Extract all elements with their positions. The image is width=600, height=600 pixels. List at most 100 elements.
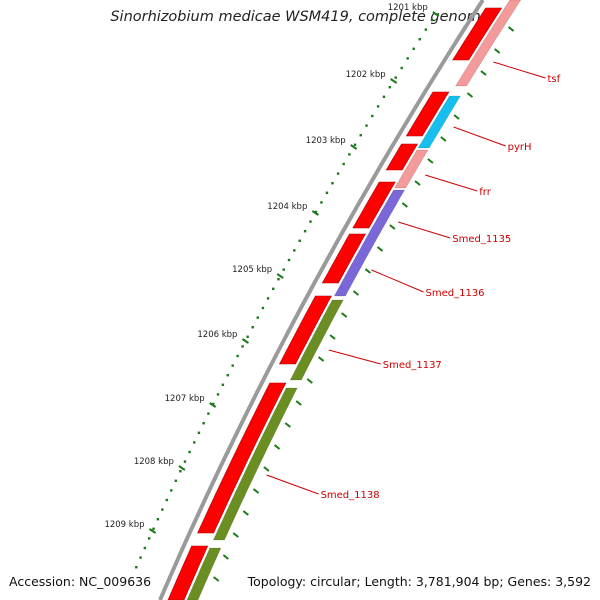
scale-label: 1206 kbp — [197, 330, 237, 340]
inner-tick — [222, 554, 230, 560]
inner-tick — [273, 444, 281, 450]
cds-arrow — [197, 382, 287, 534]
scale-dot — [152, 527, 155, 530]
scale-dot — [221, 383, 225, 386]
scale-dot — [336, 172, 340, 175]
inner-tick — [480, 70, 487, 76]
inner-tick — [352, 290, 360, 296]
scale-dot — [256, 316, 259, 319]
major-tick — [390, 78, 398, 84]
scale-dot — [170, 489, 173, 492]
inner-tick — [213, 576, 220, 582]
callout-line — [493, 61, 546, 79]
inner-tick — [376, 246, 384, 252]
scale-dot — [135, 566, 138, 569]
cds-forward-track — [167, 7, 503, 600]
scale-labels: 1201 kbp 1202 kbp 1203 kbp 1204 kbp 1205 kbp… — [104, 3, 440, 534]
inner-tick — [252, 488, 260, 494]
scale-dot — [394, 76, 397, 79]
inner-tick — [306, 378, 313, 384]
inner-tick — [317, 356, 325, 362]
gene-bar-smed_1138 — [186, 547, 222, 600]
accession-label: Accession: NC_009636 — [9, 574, 152, 589]
scale-dot — [266, 297, 270, 300]
scale-dot — [418, 38, 421, 41]
scale-dot — [246, 335, 249, 338]
callout-line — [453, 126, 506, 147]
scale-dot — [226, 374, 229, 377]
cds-arrow — [279, 295, 332, 365]
scale-dot — [183, 460, 187, 463]
inner-tick — [295, 400, 302, 406]
scale-dot — [211, 402, 215, 406]
gene-bar-pyrh — [417, 95, 461, 149]
scale-dot — [359, 134, 362, 137]
inner-tick — [494, 48, 501, 54]
cds-arrow — [385, 143, 419, 171]
scale-label: 1203 kbp — [306, 136, 346, 146]
gene-callouts: tsf pyrH frr Smed_1135 Smed_1136 Smed_1137 Sme… — [266, 61, 561, 501]
scale-dot — [320, 201, 323, 204]
scale-dot — [207, 412, 210, 415]
inner-tick — [263, 466, 270, 472]
cds-arrow — [167, 545, 209, 600]
callout-line — [328, 349, 381, 365]
scale-dot — [353, 143, 357, 146]
gene-label-tsf: tsf — [547, 74, 560, 85]
gene-bar-tsf — [455, 0, 522, 87]
scale-dot — [325, 191, 329, 194]
scale-dot — [342, 162, 345, 166]
inner-tick — [453, 114, 460, 120]
inner-tick — [389, 224, 396, 230]
gene-label-smed_1138: Smed_1138 — [321, 490, 380, 501]
inner-tick — [284, 422, 291, 428]
scale-dot — [406, 57, 409, 60]
scale-dot — [287, 258, 291, 262]
inner-tick — [440, 136, 447, 142]
callout-line — [371, 269, 424, 293]
gene-label-smed_1135: Smed_1135 — [452, 234, 511, 245]
scale-dot — [400, 66, 403, 70]
scale-dot — [388, 86, 392, 89]
scale-label: 1207 kbp — [165, 394, 205, 404]
scale-dot — [382, 95, 386, 98]
scale-dot — [231, 364, 234, 367]
scale-dot — [314, 210, 318, 214]
map-title: Sinorhizobium medicae WSM419, complete g… — [110, 9, 490, 25]
scale-dot — [202, 422, 205, 425]
scale-dot — [412, 47, 415, 50]
scale-dot — [139, 556, 142, 559]
scale-label: 1201 kbp — [388, 3, 428, 13]
callout-line — [266, 474, 319, 495]
scale-dot — [348, 153, 351, 156]
major-tick — [350, 144, 358, 150]
scale-dot — [371, 114, 374, 118]
scale-dot — [376, 105, 380, 108]
cds-arrow — [321, 233, 367, 284]
inner-tick — [414, 180, 421, 186]
inner-tick-track — [213, 26, 515, 582]
cds-arrow — [352, 181, 396, 229]
scale-dot — [261, 306, 265, 310]
scale-dot — [236, 354, 239, 358]
scale-label: 1205 kbp — [232, 265, 272, 275]
scale-dot — [147, 537, 151, 540]
scale-dot — [143, 546, 147, 550]
scale-dot — [430, 18, 434, 22]
cds-arrow — [452, 7, 503, 61]
inner-tick — [466, 92, 474, 98]
scale-dot — [303, 230, 307, 233]
scale-dot — [174, 479, 178, 482]
scale-dot — [241, 345, 244, 348]
major-tick — [241, 338, 249, 344]
inner-tick — [507, 26, 515, 32]
callout-line — [398, 221, 451, 239]
scale-dot — [165, 498, 168, 502]
gene-color-track — [186, 0, 522, 600]
inner-tick — [329, 334, 336, 340]
cds-arrow — [405, 91, 450, 137]
scale-label: 1202 kbp — [346, 70, 386, 80]
gene-bar-smed_1135 — [333, 189, 406, 297]
scale-dot — [193, 441, 196, 444]
